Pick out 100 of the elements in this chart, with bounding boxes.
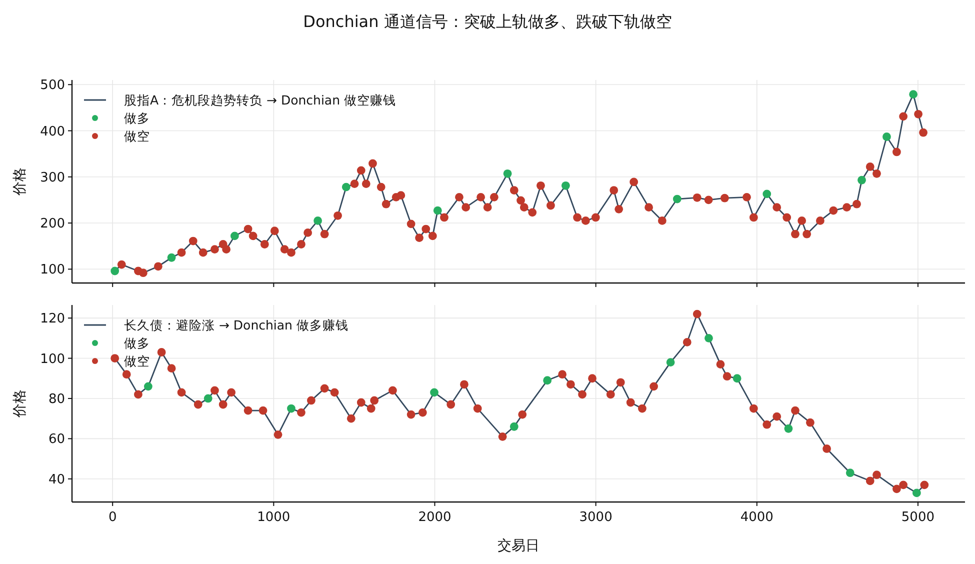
point: [784, 424, 793, 433]
point: [110, 354, 120, 362]
point: [558, 370, 567, 379]
point: [561, 181, 570, 190]
x-tick-label: 4000: [740, 510, 774, 525]
point: [772, 412, 782, 421]
y-tick-label: 500: [40, 78, 65, 94]
point: [732, 374, 742, 383]
x-tick-label: 3000: [579, 510, 612, 525]
point: [912, 488, 921, 498]
point: [588, 374, 596, 383]
point: [791, 406, 800, 415]
x-axis-title: 交易日: [498, 538, 540, 554]
point: [762, 190, 772, 198]
point: [872, 470, 881, 480]
y-tick-label: 120: [40, 312, 65, 327]
point: [473, 404, 482, 413]
point: [626, 398, 635, 407]
y-tick-label: 300: [40, 170, 65, 186]
point: [167, 364, 176, 373]
point: [566, 380, 575, 389]
point: [406, 410, 416, 419]
point: [430, 388, 438, 397]
point: [366, 404, 376, 413]
point: [460, 380, 468, 389]
point: [418, 408, 427, 417]
x-tick-label: 0: [108, 510, 117, 525]
point: [330, 388, 339, 397]
point: [446, 400, 456, 409]
point: [230, 232, 239, 240]
point: [346, 414, 356, 423]
point: [882, 132, 891, 141]
y-tick-label: 40: [48, 472, 65, 488]
point: [157, 348, 166, 356]
legend-label: 股指A：危机段趋势转负 → Donchian 做空赚钱: [124, 92, 396, 108]
y-tick-label: 200: [40, 216, 65, 232]
point: [144, 382, 152, 391]
point: [370, 396, 379, 405]
point: [274, 430, 282, 439]
point: [892, 484, 901, 494]
y-axis-title: 价格: [12, 390, 28, 418]
point: [846, 468, 854, 478]
point: [762, 420, 772, 429]
point: [616, 378, 625, 387]
point: [503, 169, 512, 178]
point: [287, 404, 296, 413]
point: [122, 370, 131, 379]
point: [194, 400, 202, 409]
point: [306, 396, 316, 405]
point: [167, 253, 176, 262]
point: [320, 384, 329, 393]
legend-label: 做多: [124, 336, 150, 350]
point: [672, 194, 682, 204]
point: [134, 390, 142, 399]
point: [866, 476, 874, 486]
point: [606, 390, 615, 399]
point: [858, 176, 866, 184]
point: [666, 358, 675, 366]
point: [682, 338, 692, 346]
point: [356, 398, 366, 407]
point: [110, 266, 120, 276]
legend-label: 做多: [124, 110, 150, 126]
y-tick-label: 400: [40, 124, 65, 140]
point: [578, 390, 586, 399]
point: [314, 216, 322, 225]
x-tick-label: 1000: [257, 510, 290, 525]
y-tick-label: 80: [48, 392, 65, 407]
point: [342, 182, 350, 192]
y-tick-label: 60: [48, 432, 65, 448]
point: [433, 206, 442, 215]
point: [543, 376, 552, 385]
point: [822, 444, 831, 453]
point: [510, 422, 518, 431]
point: [909, 90, 918, 98]
point: [650, 382, 658, 391]
point: [218, 400, 228, 409]
point: [920, 480, 929, 490]
y-tick-label: 100: [40, 262, 65, 278]
point: [177, 388, 186, 397]
point: [638, 404, 646, 413]
point: [210, 386, 219, 395]
point: [518, 410, 527, 419]
y-tick-label: 100: [40, 352, 65, 367]
point: [716, 360, 725, 368]
point: [388, 386, 397, 395]
point: [227, 388, 236, 397]
point: [204, 394, 212, 403]
y-axis-title: 价格: [12, 168, 28, 196]
legend-label: 长久债：避险涨 → Donchian 做多赚钱: [124, 318, 348, 332]
point: [722, 372, 732, 381]
legend-label: 做空: [124, 128, 150, 144]
point: [244, 406, 252, 415]
point: [899, 480, 908, 490]
point: [806, 418, 814, 427]
x-tick-label: 2000: [418, 510, 452, 525]
point: [749, 404, 758, 413]
point: [704, 334, 713, 342]
chart-title: Donchian 通道信号：突破上轨做多、跌破下轨做空: [303, 12, 672, 31]
legend-label: 做空: [124, 354, 150, 368]
point: [498, 432, 507, 441]
